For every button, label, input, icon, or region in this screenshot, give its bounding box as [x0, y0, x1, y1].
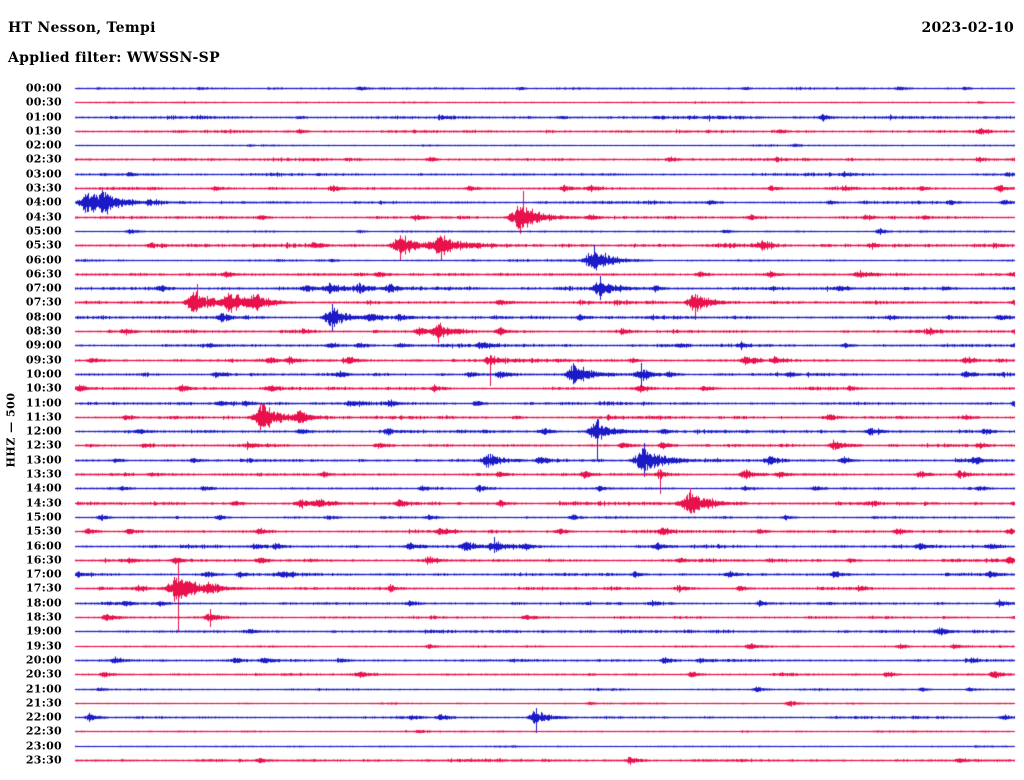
- time-label: 15:00: [25, 510, 62, 524]
- time-label: 02:00: [25, 138, 62, 152]
- time-label: 05:30: [25, 238, 62, 252]
- time-label: 12:30: [25, 438, 62, 452]
- time-label: 10:00: [25, 367, 62, 381]
- applied-filter-label: Applied filter: WWSSN-SP: [8, 50, 220, 66]
- time-label: 00:30: [25, 95, 62, 109]
- record-date: 2023-02-10: [921, 20, 1014, 36]
- time-label: 23:30: [25, 753, 62, 767]
- time-label: 02:30: [25, 152, 62, 166]
- time-label: 19:30: [25, 639, 62, 653]
- time-label: 01:00: [25, 110, 62, 124]
- time-label: 20:00: [25, 653, 62, 667]
- time-label: 14:30: [25, 496, 62, 510]
- time-label: 17:00: [25, 567, 62, 581]
- time-label: 07:00: [25, 281, 62, 295]
- time-label: 23:00: [25, 739, 62, 753]
- time-label: 18:30: [25, 610, 62, 624]
- time-label: 00:00: [25, 81, 62, 95]
- time-label: 13:00: [25, 453, 62, 467]
- station-title: HT Nesson, Tempi: [8, 20, 156, 36]
- time-label: 10:30: [25, 381, 62, 395]
- time-label: 20:30: [25, 667, 62, 681]
- time-label: 16:30: [25, 553, 62, 567]
- time-label: 15:30: [25, 524, 62, 538]
- time-label: 11:00: [25, 396, 62, 410]
- time-label: 01:30: [25, 124, 62, 138]
- time-label: 22:30: [25, 724, 62, 738]
- time-label: 17:30: [25, 581, 62, 595]
- time-label: 04:00: [25, 195, 62, 209]
- time-label: 13:30: [25, 467, 62, 481]
- time-label: 04:30: [25, 210, 62, 224]
- time-label: 05:00: [25, 224, 62, 238]
- time-label: 16:00: [25, 539, 62, 553]
- time-label: 22:00: [25, 710, 62, 724]
- time-label: 21:00: [25, 682, 62, 696]
- time-label: 06:30: [25, 267, 62, 281]
- time-label: 12:00: [25, 424, 62, 438]
- time-label: 11:30: [25, 410, 62, 424]
- time-label: 07:30: [25, 295, 62, 309]
- time-label: 09:30: [25, 353, 62, 367]
- time-label: 06:00: [25, 253, 62, 267]
- time-label: 09:00: [25, 338, 62, 352]
- time-label: 03:30: [25, 181, 62, 195]
- time-label: 03:00: [25, 167, 62, 181]
- time-label: 08:30: [25, 324, 62, 338]
- time-label: 18:00: [25, 596, 62, 610]
- time-label: 21:30: [25, 696, 62, 710]
- time-label: 08:00: [25, 310, 62, 324]
- time-label: 19:00: [25, 624, 62, 638]
- time-label: 14:00: [25, 481, 62, 495]
